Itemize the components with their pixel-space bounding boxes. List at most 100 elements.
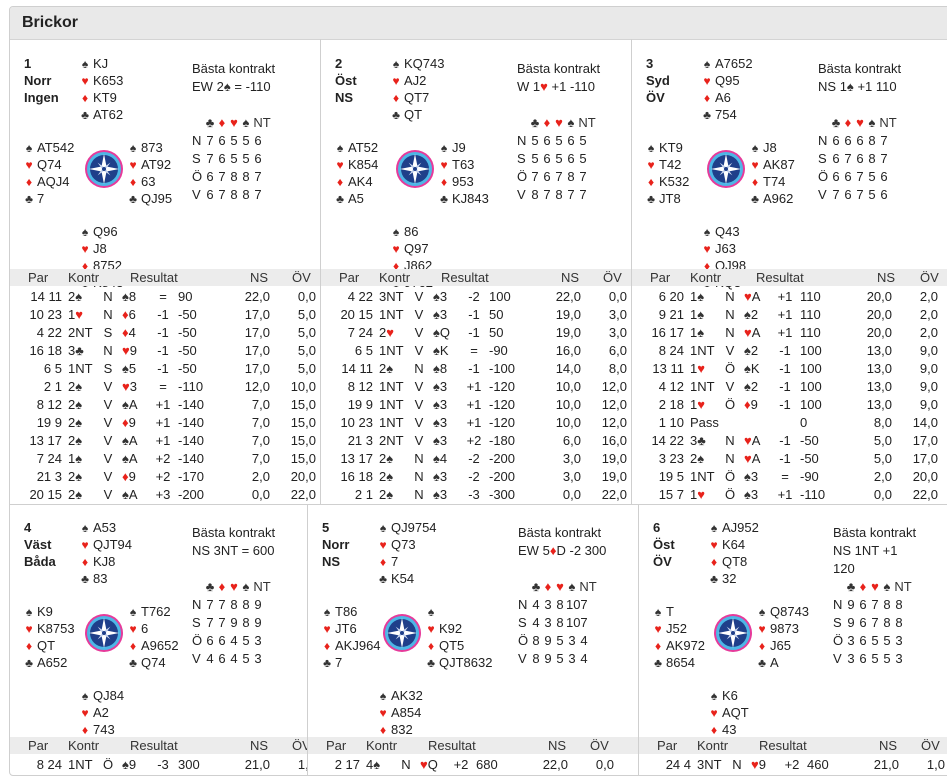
dd-cell: 6 [856,133,864,148]
lead: ♠3 [433,397,448,412]
dd-cell: 7 [543,187,551,202]
board-1: 1 Norr Ingen ♠ KJ ♥ K653 ♦ KT9 ♣ AT62 ♠ AT542 ♥ Q74 ♦ AQ… [10,39,320,505]
pair-numbers: 13 11 [652,361,684,376]
pair-numbers: 16 17 [651,325,684,340]
ns-points: 13,0 [866,361,892,376]
lead: ♠2 [744,307,759,322]
spade-icon: ♠ [703,225,711,239]
heart-icon: ♥ [710,538,718,552]
hand-row-heart: ♥ K8753 [24,620,74,638]
column-header-1: Kontr [68,738,100,753]
hand-row-spade: ♠ Q8743 [757,603,809,621]
hand-row-spade: ♠ QJ9754 [378,519,437,537]
diamond-icon: ♦ [647,175,655,189]
suit-symbol: ♠ [122,451,129,466]
spade-icon: ♠ [336,141,344,155]
suit-symbol: ♠ [122,433,129,448]
ns-points: 13,0 [866,343,892,358]
dd-cell: 8 [242,597,250,612]
cards: Q74 [141,655,166,670]
diamond-icon: ♦ [81,723,89,737]
dd-cell: 4 [230,651,238,666]
dd-row: N 4 3 8 107 [518,596,590,614]
dealer: Norr [322,537,350,552]
diamond-icon: ♦ [336,175,344,189]
ew-points: 5,0 [297,325,316,340]
lead: ♠3 [744,469,759,484]
declarer: Ö [102,757,114,772]
results-header-bg [321,269,631,286]
dd-cell: 6 [206,633,214,648]
dd-cell: 8 [895,597,903,612]
cards: J52 [666,621,687,636]
score: 0 [800,415,808,430]
diamond-icon: ♦ [81,555,89,569]
contract: Pass [690,415,719,430]
cards: AT52 [348,140,379,155]
spade-icon: ♠ [758,605,766,619]
hand-row-spade: ♠ AK32 [378,687,423,705]
dd-cell: 4 [532,615,540,630]
hand-row-club: ♣ 7 [24,190,44,208]
cards: Q74 [37,157,62,172]
contract: 2♠ [379,487,394,502]
pair-numbers: 13 17 [29,433,62,448]
dd-cell: 3 [544,615,552,630]
declarer: N [103,343,113,358]
hand-row-heart: ♥ Q97 [391,240,428,258]
dd-head-1: ♦ [218,115,226,130]
suit-symbol: ♥ [122,379,130,394]
vulnerability: ÖV [653,554,672,569]
cards: 8654 [666,655,695,670]
suit-symbol: ♥ [744,451,752,466]
lead: ♠A [122,433,138,448]
ew-points: 5,0 [297,361,316,376]
cards: 7 [335,655,343,670]
cards: AK972 [666,638,706,653]
score: -110 [800,487,826,502]
declarer: V [103,487,113,502]
dd-head-0: ♣ [846,579,856,594]
diamond-icon: ♦ [392,91,400,105]
pair-numbers: 14 22 [651,433,684,448]
dd-cell: 9 [230,615,238,630]
ew-points: 8,0 [608,361,627,376]
cards: A5 [348,191,364,206]
dd-row-label: V [192,187,201,202]
suit-symbol: ♠ [744,343,751,358]
hand-row-spade: ♠ KQ743 [391,55,445,73]
lead: ♠A [122,487,138,502]
suit-symbol: ♦ [122,469,129,484]
dd-header: ♣ ♦ ♥ ♠ NT [530,579,598,595]
dd-cell: 8 [883,597,891,612]
best-contract-value: NS 1♠ +1 110 [818,79,897,94]
contract: 3♣ [690,433,706,448]
suit-symbol: ♠ [744,361,751,376]
dd-cell: 6 [543,151,551,166]
best-contract-value: NS 1NT +1 [833,543,898,558]
hand-row-heart: ♥ 6 [128,620,148,638]
ns-points: 0,0 [251,487,270,502]
compass-icon [84,613,124,653]
cards: QT [37,638,56,653]
dd-cell: 5 [883,651,891,666]
tricks: +1 [155,415,171,430]
hand-row-diamond: ♦ QT [24,637,55,655]
dd-cell: 8 [555,187,563,202]
suit-symbol: ♣ [75,343,84,358]
ns-points: 22,0 [555,289,581,304]
tricks: +2 [784,757,800,772]
dd-cell: 8 [556,597,564,612]
dd-cell: 7 [555,169,563,184]
hand-row-spade: ♠ Q96 [80,223,118,241]
diamond-icon: ♦ [323,639,331,653]
dd-header: ♣ ♦ ♥ ♠ NT [204,579,272,595]
lead: ♥A [744,325,761,340]
suit-symbol: ♦ [744,397,751,412]
dd-head-4: NT [253,115,271,130]
tricks: +1 [155,433,171,448]
